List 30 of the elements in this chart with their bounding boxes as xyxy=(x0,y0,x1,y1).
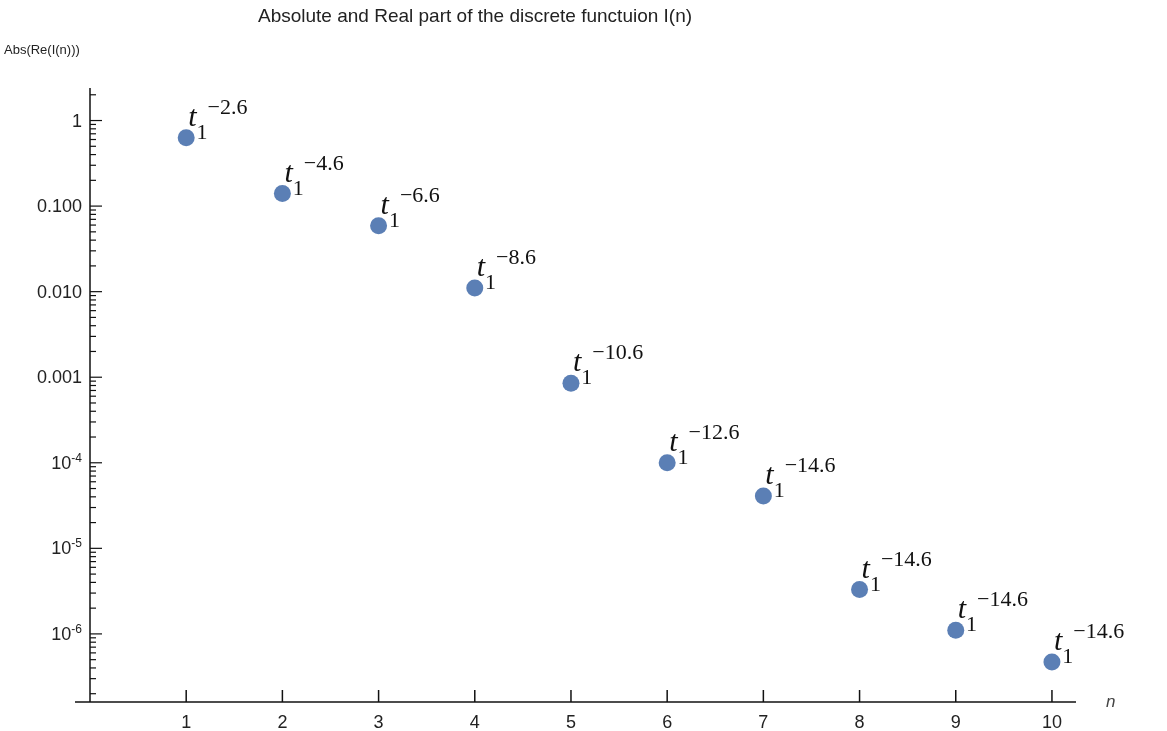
x-tick-label: 7 xyxy=(758,712,769,731)
point xyxy=(370,217,388,235)
y-tick-label: 0.001 xyxy=(36,367,82,388)
point xyxy=(177,129,195,147)
point xyxy=(273,185,291,203)
y-tick-label: 10$^{-4}$ xyxy=(51,450,83,473)
point xyxy=(658,454,676,472)
chart-title: Absolute and Real part of the discrete functuion I(n) xyxy=(258,5,693,26)
x-tick-label: 9 xyxy=(950,712,961,731)
x-tick-label: 2 xyxy=(277,712,288,731)
point xyxy=(1043,653,1061,671)
point xyxy=(947,621,965,639)
x-tick-label: 1 xyxy=(181,712,192,731)
point xyxy=(754,487,772,505)
x-axis-title: n xyxy=(1106,692,1116,711)
point xyxy=(562,374,580,392)
x-tick-label: 8 xyxy=(854,712,865,731)
x-tick-label: 6 xyxy=(662,712,673,731)
y-tick-label: 10$^{-5}$ xyxy=(51,536,83,559)
y-tick-label: 1 xyxy=(71,110,82,131)
point xyxy=(466,279,484,297)
x-tick-label: 5 xyxy=(565,712,576,731)
x-tick-label: 3 xyxy=(373,712,384,731)
y-tick-label: 0.100 xyxy=(36,196,82,217)
point xyxy=(851,581,869,599)
y-tick-label: 0.010 xyxy=(36,281,82,302)
x-tick-label: 4 xyxy=(469,712,480,731)
x-tick-label: 10 xyxy=(1041,712,1062,731)
y-tick-label: 10$^{-6}$ xyxy=(51,621,83,644)
y-axis-title: Abs(Re(I(n))) xyxy=(4,42,80,57)
